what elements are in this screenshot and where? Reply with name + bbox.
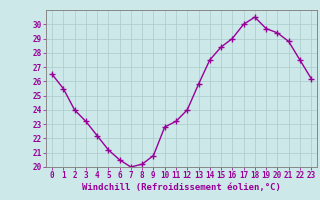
X-axis label: Windchill (Refroidissement éolien,°C): Windchill (Refroidissement éolien,°C)	[82, 183, 281, 192]
